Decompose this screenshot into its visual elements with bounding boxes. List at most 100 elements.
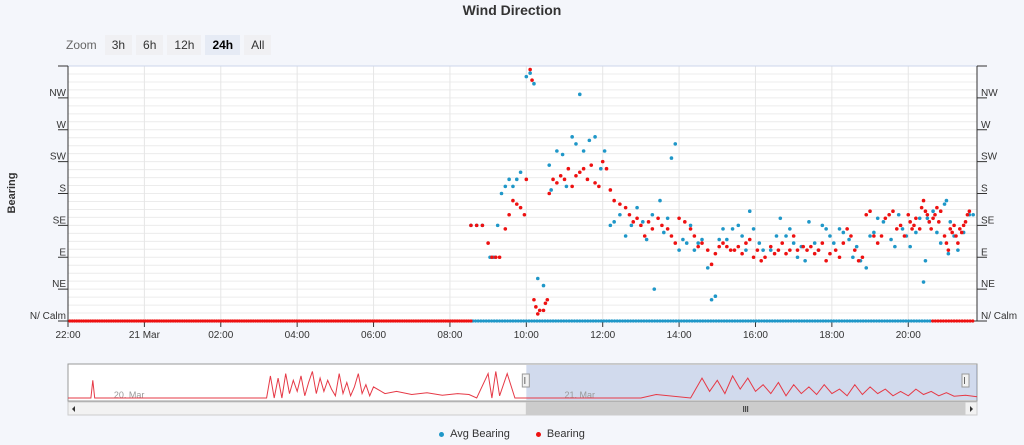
legend-item-avg-bearing[interactable]: Avg Bearing — [439, 428, 510, 440]
bearing-point — [205, 319, 210, 323]
bearing-point — [192, 319, 196, 323]
bearing-point — [139, 319, 143, 323]
avg-bearing-point — [762, 319, 766, 323]
avg-bearing-point — [594, 319, 598, 323]
zoom-3h-button[interactable]: 3h — [104, 35, 133, 55]
bearing-point — [955, 319, 959, 323]
avg-bearing-point — [583, 319, 587, 323]
avg-bearing-point — [738, 319, 742, 323]
bearing-point — [837, 255, 842, 260]
zoom-6h-button[interactable]: 6h — [136, 35, 164, 55]
avg-bearing-point — [841, 230, 846, 235]
bearing-point — [253, 319, 258, 323]
bearing-point — [639, 223, 643, 228]
bearing-point — [269, 319, 274, 323]
bearing-point — [956, 241, 960, 245]
bearing-point — [524, 177, 529, 182]
avg-bearing-point — [848, 319, 852, 323]
bearing-point — [299, 319, 303, 323]
bearing-point — [334, 319, 338, 323]
bearing-point — [908, 220, 912, 224]
bearing-point — [308, 319, 313, 323]
avg-bearing-point — [570, 135, 574, 139]
avg-bearing-point — [532, 81, 536, 86]
zoom-all-button[interactable]: All — [244, 35, 272, 55]
bearing-point — [665, 227, 670, 231]
bearing-point — [304, 319, 308, 323]
avg-bearing-point — [721, 227, 725, 231]
avg-bearing-point — [896, 319, 900, 323]
avg-bearing-point — [546, 319, 550, 323]
bearing-point — [960, 319, 964, 323]
avg-bearing-point — [899, 319, 903, 323]
avg-bearing-point — [543, 319, 547, 323]
bearing-point — [545, 297, 550, 302]
avg-bearing-series — [469, 71, 975, 323]
avg-bearing-point — [864, 266, 869, 270]
avg-bearing-point — [508, 319, 512, 323]
bearing-point — [240, 319, 244, 323]
bearing-point — [377, 319, 381, 323]
grid — [67, 65, 978, 322]
navigator[interactable]: 20. Mar 21. Mar — [67, 363, 978, 416]
avg-bearing-point — [527, 319, 531, 323]
bearing-point — [812, 251, 817, 256]
bearing-point — [370, 319, 375, 323]
avg-bearing-point — [514, 177, 519, 182]
avg-bearing-point — [749, 319, 753, 323]
bearing-point — [931, 319, 935, 323]
bearing-point — [341, 319, 345, 323]
legend-item-bearing[interactable]: Bearing — [535, 428, 585, 440]
avg-bearing-point — [751, 227, 756, 231]
bearing-point — [931, 216, 935, 221]
avg-bearing-point — [506, 319, 510, 323]
bearing-point — [507, 212, 511, 217]
bearing-point — [490, 255, 494, 260]
bearing-point — [258, 319, 262, 323]
bearing-point — [788, 248, 792, 252]
avg-bearing-point — [829, 319, 833, 323]
avg-bearing-point — [641, 220, 645, 224]
bearing-point — [902, 234, 907, 238]
avg-bearing-point — [681, 237, 685, 242]
bearing-point — [418, 319, 423, 323]
bearing-point — [547, 191, 552, 196]
avg-bearing-point — [928, 319, 932, 323]
avg-bearing-point — [711, 319, 716, 323]
avg-bearing-point — [511, 319, 515, 323]
bearing-point — [398, 319, 402, 323]
bearing-point — [217, 319, 221, 323]
zoom-24h-button[interactable]: 24h — [205, 35, 241, 55]
x-tick-label: 14:00 — [667, 330, 692, 341]
avg-bearing-point — [774, 234, 779, 238]
bearing-point — [469, 319, 473, 323]
bearing-point — [894, 227, 899, 231]
avg-bearing-point — [650, 319, 654, 323]
avg-bearing-point — [507, 177, 511, 182]
avg-bearing-point — [514, 319, 518, 323]
avg-bearing-point — [709, 319, 713, 323]
avg-bearing-point — [706, 319, 710, 323]
avg-bearing-point — [612, 319, 617, 323]
bearing-point — [384, 319, 388, 323]
bearing-point — [784, 251, 788, 256]
zoom-12h-button[interactable]: 12h — [167, 35, 202, 55]
bearing-point — [952, 223, 956, 228]
bearing-point — [887, 212, 891, 217]
bearing-point — [219, 319, 223, 323]
avg-bearing-point — [639, 319, 643, 323]
bearing-point — [532, 297, 536, 302]
bearing-point — [242, 319, 246, 323]
avg-bearing-point — [560, 152, 565, 157]
y-axis-title: Bearing — [6, 173, 18, 214]
bearing-point — [437, 319, 441, 323]
bearing-point — [833, 248, 838, 252]
avg-bearing-point — [912, 319, 916, 323]
avg-bearing-point — [828, 234, 832, 238]
avg-bearing-point — [666, 319, 670, 323]
avg-bearing-point — [607, 319, 611, 323]
bearing-point — [755, 248, 760, 252]
bearing-point — [967, 209, 972, 214]
bearing-point — [102, 319, 106, 323]
